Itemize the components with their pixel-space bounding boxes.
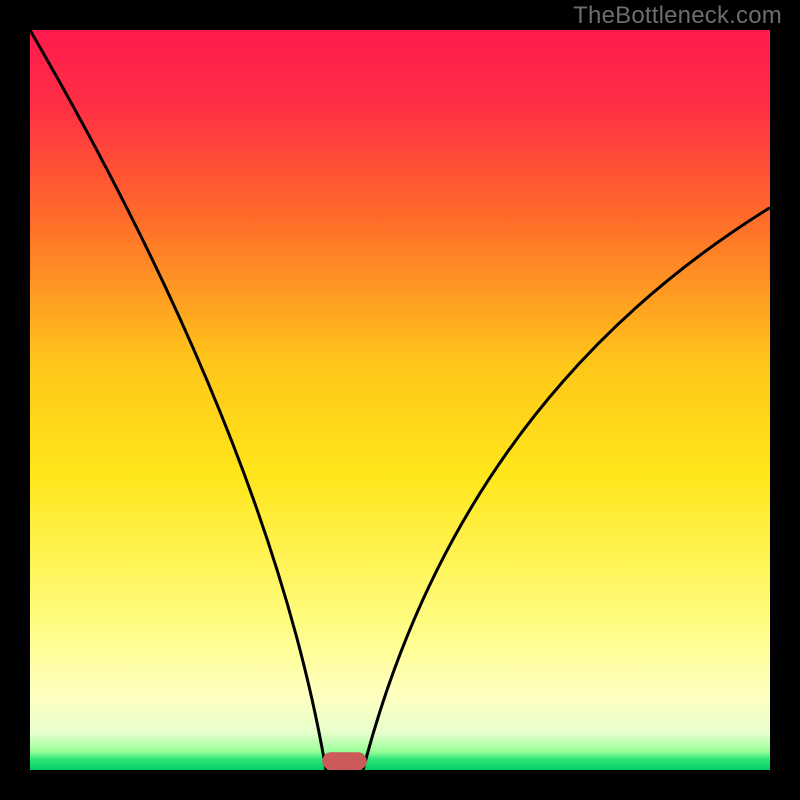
plot-background <box>30 30 770 770</box>
bottleneck-chart <box>0 0 800 800</box>
bottleneck-marker <box>322 752 366 770</box>
chart-canvas: TheBottleneck.com <box>0 0 800 800</box>
watermark-text: TheBottleneck.com <box>573 2 782 30</box>
